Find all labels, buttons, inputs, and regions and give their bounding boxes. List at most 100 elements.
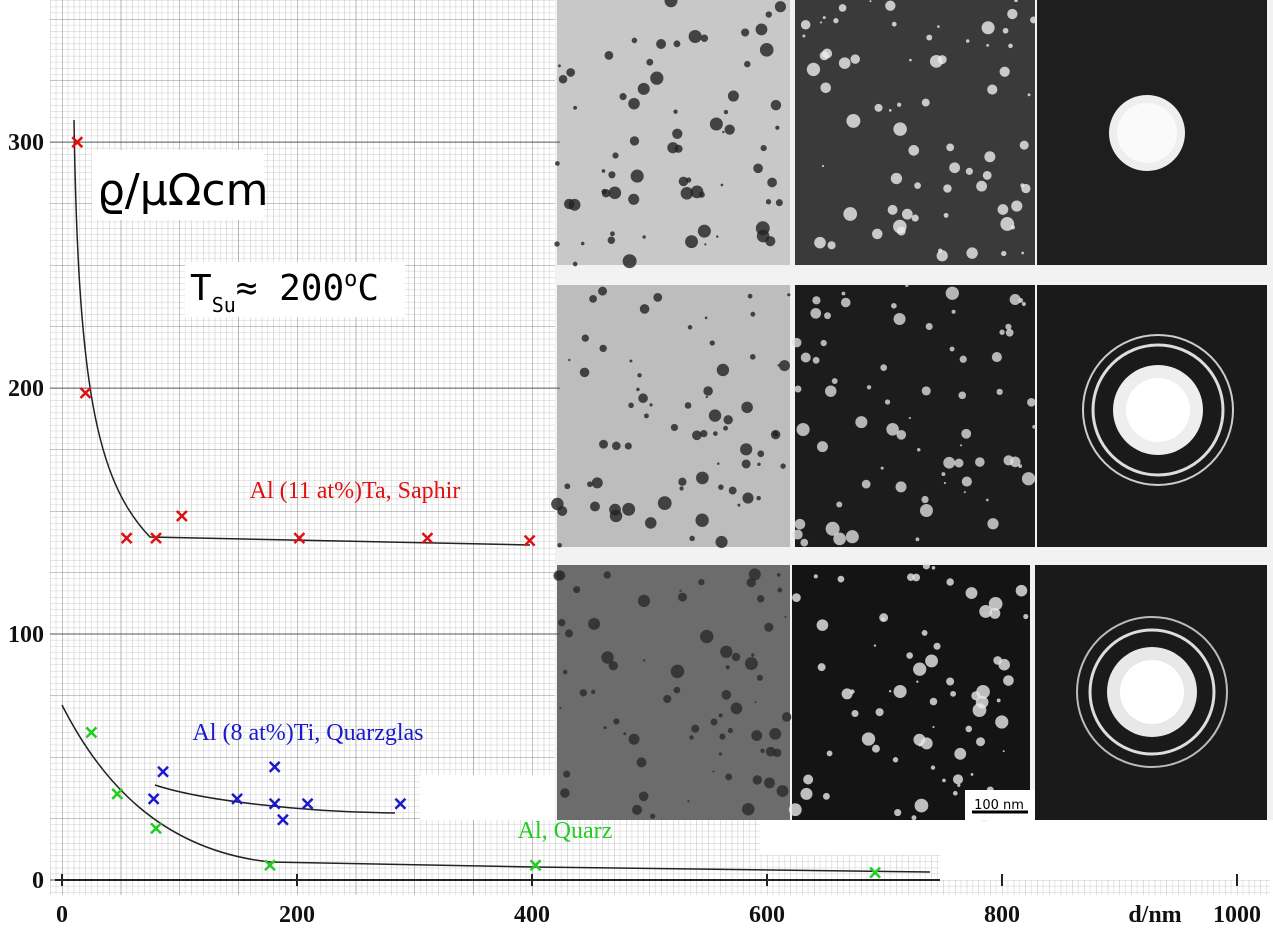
speck <box>1011 225 1015 229</box>
speck <box>833 533 846 546</box>
speck <box>801 20 811 30</box>
speck <box>638 83 650 95</box>
speck <box>839 4 847 12</box>
micrographs <box>551 0 1273 822</box>
speck <box>692 430 702 440</box>
speck <box>897 103 901 107</box>
speck <box>582 335 589 342</box>
speck <box>867 385 871 389</box>
speck <box>678 478 686 486</box>
speck <box>889 109 892 112</box>
speck <box>658 496 672 510</box>
speck <box>753 775 762 784</box>
speck <box>701 34 708 41</box>
speck <box>756 24 768 36</box>
speck <box>719 713 723 717</box>
speck <box>601 189 606 194</box>
speck <box>729 487 737 495</box>
speck <box>709 409 721 421</box>
speck <box>874 644 876 646</box>
speck <box>685 235 698 248</box>
speck <box>891 173 902 184</box>
y-tick-label: 100 <box>8 622 44 648</box>
speck <box>921 496 928 503</box>
speck <box>602 169 606 173</box>
speck <box>909 417 911 419</box>
speck <box>832 378 838 384</box>
speck <box>691 185 704 198</box>
speck <box>943 184 951 192</box>
speck <box>716 235 718 237</box>
speck <box>881 467 884 470</box>
speck <box>644 413 649 418</box>
speck <box>933 643 940 650</box>
speck <box>764 623 773 632</box>
speck <box>672 129 682 139</box>
speck <box>636 388 640 392</box>
speck <box>558 619 566 627</box>
speck <box>922 99 930 107</box>
speck <box>983 171 992 180</box>
speck <box>704 243 706 245</box>
speck <box>801 353 811 363</box>
speck <box>760 43 774 57</box>
speck <box>1028 93 1031 96</box>
speck <box>846 530 859 543</box>
speck <box>663 695 671 703</box>
speck <box>565 629 573 637</box>
speck <box>721 184 724 187</box>
speck <box>678 593 687 602</box>
speck <box>944 213 949 218</box>
speck <box>1027 398 1036 407</box>
speck <box>813 357 820 364</box>
speck <box>698 225 711 238</box>
speck <box>685 402 692 409</box>
speck <box>953 774 963 784</box>
speck <box>997 389 1003 395</box>
speck <box>623 732 626 735</box>
speck <box>777 588 782 593</box>
speck <box>891 303 897 309</box>
speck <box>637 373 641 377</box>
speck <box>943 457 955 469</box>
speck <box>760 749 764 753</box>
speck <box>726 665 730 669</box>
speck <box>966 247 977 258</box>
speck <box>698 579 704 585</box>
speck <box>686 177 691 182</box>
speck <box>632 38 638 44</box>
speck <box>937 250 948 261</box>
speck <box>908 145 919 156</box>
speck <box>976 181 987 192</box>
speck <box>638 393 648 403</box>
speck <box>875 104 883 112</box>
speck <box>872 229 883 240</box>
speck <box>787 293 790 296</box>
speck <box>637 757 647 767</box>
speck <box>620 93 627 100</box>
speck <box>912 215 919 222</box>
speck <box>687 800 689 802</box>
speck <box>775 126 779 130</box>
x-tick-label: 0 <box>56 902 68 928</box>
speck <box>628 734 639 745</box>
speck <box>673 110 677 114</box>
speck <box>941 472 945 476</box>
speck <box>795 519 806 530</box>
speck <box>942 779 946 783</box>
speck <box>931 765 935 769</box>
speck <box>820 21 822 23</box>
speck <box>823 793 830 800</box>
x-tick-label: 400 <box>514 902 550 928</box>
speck <box>862 480 871 489</box>
speck <box>911 815 916 820</box>
speck <box>622 503 635 516</box>
speck <box>810 308 821 319</box>
speck <box>689 735 693 739</box>
speck <box>962 476 972 486</box>
speck <box>921 737 933 749</box>
speck <box>592 477 603 488</box>
speck <box>747 578 756 587</box>
speck <box>1000 67 1010 77</box>
speck <box>953 791 958 796</box>
